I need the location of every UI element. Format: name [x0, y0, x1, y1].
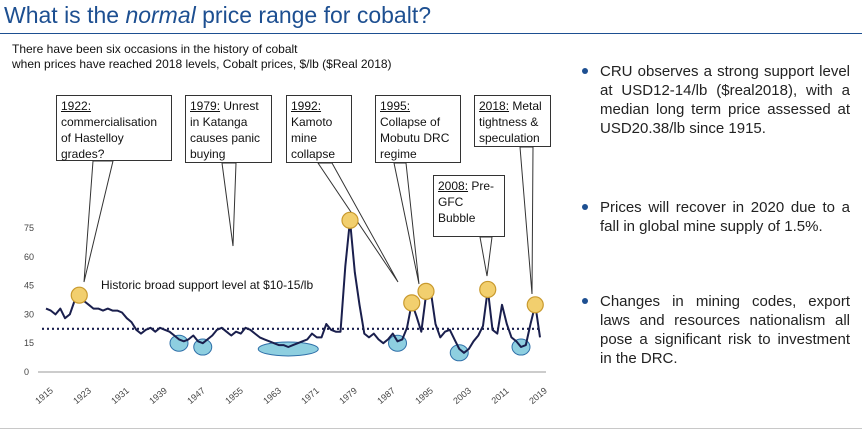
callout-1979: 1979: Unrest in Katanga causes panic buy…	[185, 95, 272, 163]
y-tick-label: 0	[24, 367, 29, 377]
trough-marker	[449, 344, 469, 362]
y-tick-label: 60	[24, 252, 34, 262]
callout-pointer	[83, 160, 114, 283]
x-tick-label: 1915	[33, 385, 55, 406]
x-tick-label: 1947	[185, 385, 207, 406]
x-tick-label: 1963	[261, 385, 283, 406]
peak-marker	[403, 294, 421, 312]
peak-marker	[479, 280, 497, 299]
bullet-dot	[582, 204, 588, 210]
callout-pointer	[519, 146, 534, 295]
peak-marker	[417, 282, 435, 300]
x-tick-label: 1923	[71, 385, 93, 406]
callout-pointer	[221, 162, 237, 247]
bullet-recovery: Prices will recover in 2020 due to a fal…	[582, 198, 850, 236]
callout-1995: 1995: Collapse of Mobutu DRC regime	[375, 95, 461, 163]
callout-pointer	[479, 236, 493, 277]
x-tick-label: 1931	[109, 385, 131, 406]
callout-1922: 1922: commercialisation of Hastelloy gra…	[56, 95, 172, 161]
x-tick-label: 2019	[527, 385, 549, 406]
x-tick-label: 1971	[299, 385, 321, 406]
title-divider	[0, 33, 862, 34]
y-tick-label: 45	[24, 281, 34, 291]
y-tick-label: 75	[24, 223, 34, 233]
trough-marker	[193, 338, 213, 356]
subtitle-line-2: when prices have reached 2018 levels, Co…	[12, 57, 392, 71]
support-level-label: Historic broad support level at $10-15/l…	[101, 278, 313, 292]
x-tick-label: 1987	[375, 385, 397, 406]
x-tick-label: 1939	[147, 385, 169, 406]
trough-marker	[169, 334, 189, 352]
y-tick-label: 15	[24, 338, 34, 348]
x-tick-label: 1955	[223, 385, 245, 406]
x-tick-label: 1979	[337, 385, 359, 406]
peak-marker	[70, 286, 88, 304]
bullet-dot	[582, 298, 588, 304]
x-tick-label: 1995	[413, 385, 435, 406]
peak-marker	[526, 296, 544, 314]
bottom-divider	[0, 428, 862, 429]
x-tick-label: 2011	[489, 386, 510, 406]
callout-1992: 1992: Kamoto mine collapse	[286, 95, 352, 163]
callout-pointer	[393, 162, 420, 285]
bullet-support-level: CRU observes a strong support level at U…	[582, 62, 850, 138]
y-tick-label: 30	[24, 309, 34, 319]
trough-marker	[257, 341, 319, 357]
callout-2018: 2018: Metal tightness & speculation	[474, 95, 551, 147]
x-tick-label: 2003	[451, 385, 473, 406]
bullet-risks: Changes in mining codes, export laws and…	[582, 292, 850, 368]
page-title: What is the normal price range for cobal…	[4, 2, 431, 28]
callout-2008: 2008: Pre-GFC Bubble	[433, 175, 505, 237]
subtitle-line-1: There have been six occasions in the his…	[12, 42, 298, 56]
chart-subtitle: There have been six occasions in the his…	[12, 42, 392, 72]
bullet-dot	[582, 68, 588, 74]
price-series-line	[45, 219, 541, 354]
peak-marker	[341, 211, 359, 229]
